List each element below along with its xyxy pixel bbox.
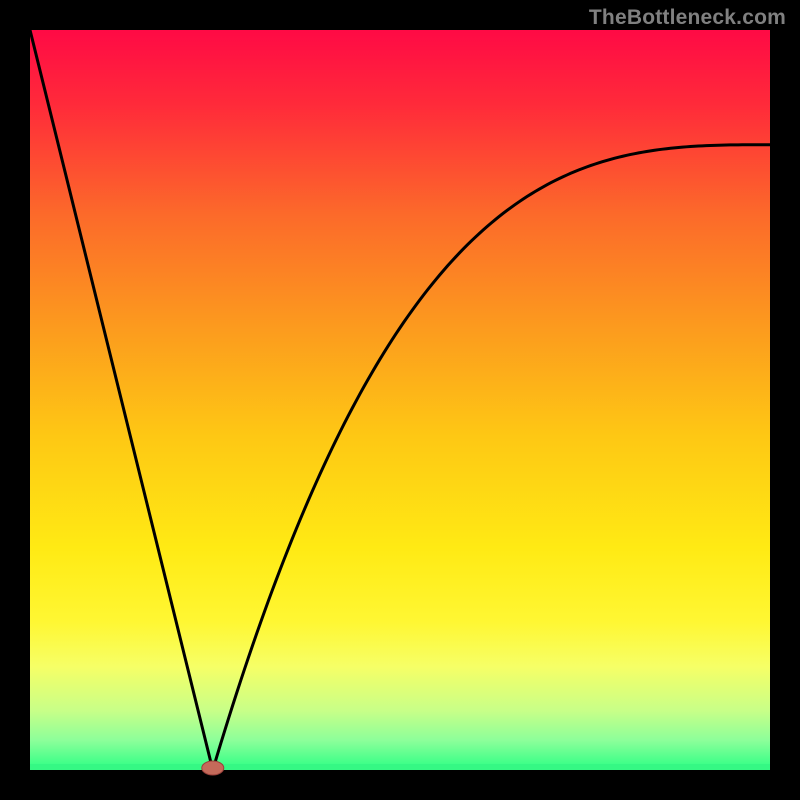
chart-wrapper: TheBottleneck.com [0, 0, 800, 800]
plot-bottom-edge [30, 764, 770, 770]
optimum-marker-icon [202, 761, 224, 775]
chart-svg [0, 0, 800, 800]
plot-background [30, 30, 770, 770]
watermark-text: TheBottleneck.com [589, 6, 786, 30]
